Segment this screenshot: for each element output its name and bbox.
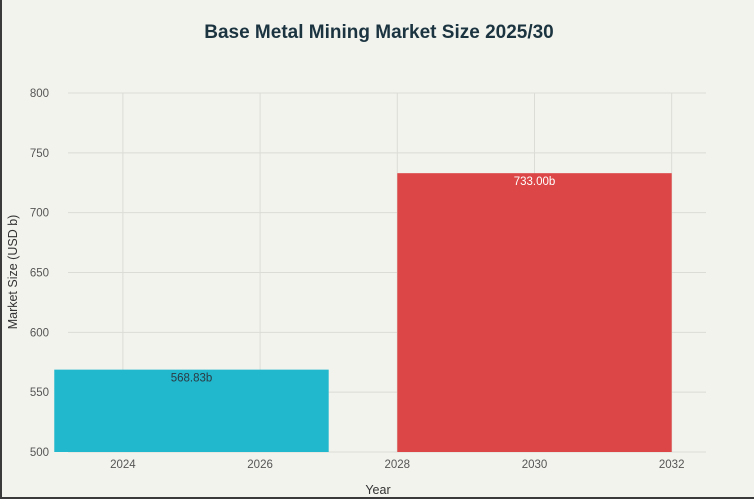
y-tick-label: 750 [30, 148, 49, 160]
x-tick-label: 2024 [110, 459, 136, 471]
y-tick-label: 800 [30, 88, 49, 100]
x-axis-title: Year [365, 483, 390, 497]
x-tick-label: 2030 [522, 459, 548, 471]
y-tick-label: 650 [30, 268, 49, 280]
y-axis-title: Market Size (USD b) [6, 215, 20, 330]
y-tick-label: 500 [30, 447, 49, 459]
bars [54, 173, 672, 452]
x-axis-ticks: 2024 2026 2028 2030 2032 [110, 459, 684, 471]
x-tick-label: 2026 [247, 459, 273, 471]
chart-title: Base Metal Mining Market Size 2025/30 [204, 22, 554, 43]
bar-568.83b [54, 369, 329, 452]
y-axis-ticks: 800 750 700 650 600 550 500 [30, 88, 49, 459]
y-tick-label: 700 [30, 208, 49, 220]
bar-data-label: 568.83b [171, 373, 213, 385]
bar-data-label: 733.00b [514, 176, 556, 188]
data-labels: 568.83b 733.00b [171, 176, 556, 384]
x-tick-label: 2028 [384, 459, 410, 471]
y-tick-label: 550 [30, 387, 49, 399]
x-tick-label: 2032 [659, 459, 685, 471]
bar-733.00b [397, 173, 672, 452]
y-tick-label: 600 [30, 327, 49, 339]
